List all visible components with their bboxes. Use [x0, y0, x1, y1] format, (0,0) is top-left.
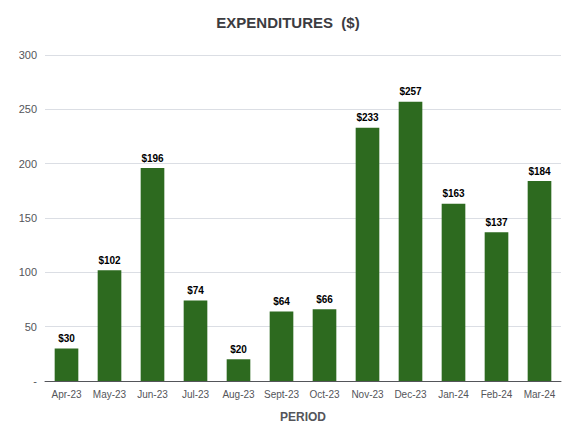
- svg-text:$30: $30: [58, 333, 75, 344]
- svg-text:300: 300: [19, 49, 37, 61]
- svg-text:$20: $20: [230, 344, 247, 355]
- svg-text:$163: $163: [442, 188, 465, 199]
- svg-text:$233: $233: [356, 112, 379, 123]
- svg-text:Aug-23: Aug-23: [222, 389, 255, 400]
- svg-text:$64: $64: [273, 296, 290, 307]
- svg-text:May-23: May-23: [93, 389, 127, 400]
- svg-text:150: 150: [19, 212, 37, 224]
- svg-text:200: 200: [19, 158, 37, 170]
- svg-text:100: 100: [19, 266, 37, 278]
- svg-text:$66: $66: [316, 294, 333, 305]
- svg-text:$184: $184: [528, 166, 551, 177]
- svg-text:EXPENDITURES ($): EXPENDITURES ($): [216, 14, 359, 31]
- svg-text:-: -: [33, 375, 37, 387]
- svg-text:PERIOD: PERIOD: [280, 410, 326, 424]
- svg-text:Jan-24: Jan-24: [438, 389, 469, 400]
- svg-text:50: 50: [25, 321, 37, 333]
- svg-text:$74: $74: [187, 285, 204, 296]
- svg-text:250: 250: [19, 103, 37, 115]
- svg-text:Apr-23: Apr-23: [51, 389, 81, 400]
- svg-text:Jun-23: Jun-23: [137, 389, 168, 400]
- svg-text:Jul-23: Jul-23: [182, 389, 210, 400]
- svg-text:$257: $257: [399, 86, 422, 97]
- svg-text:$102: $102: [98, 255, 121, 266]
- svg-text:Nov-23: Nov-23: [351, 389, 384, 400]
- svg-text:Mar-24: Mar-24: [524, 389, 556, 400]
- svg-text:Dec-23: Dec-23: [394, 389, 427, 400]
- svg-text:Sept-23: Sept-23: [264, 389, 299, 400]
- svg-text:Feb-24: Feb-24: [481, 389, 513, 400]
- svg-text:Oct-23: Oct-23: [309, 389, 339, 400]
- svg-text:$137: $137: [485, 217, 508, 228]
- svg-text:$196: $196: [141, 153, 164, 164]
